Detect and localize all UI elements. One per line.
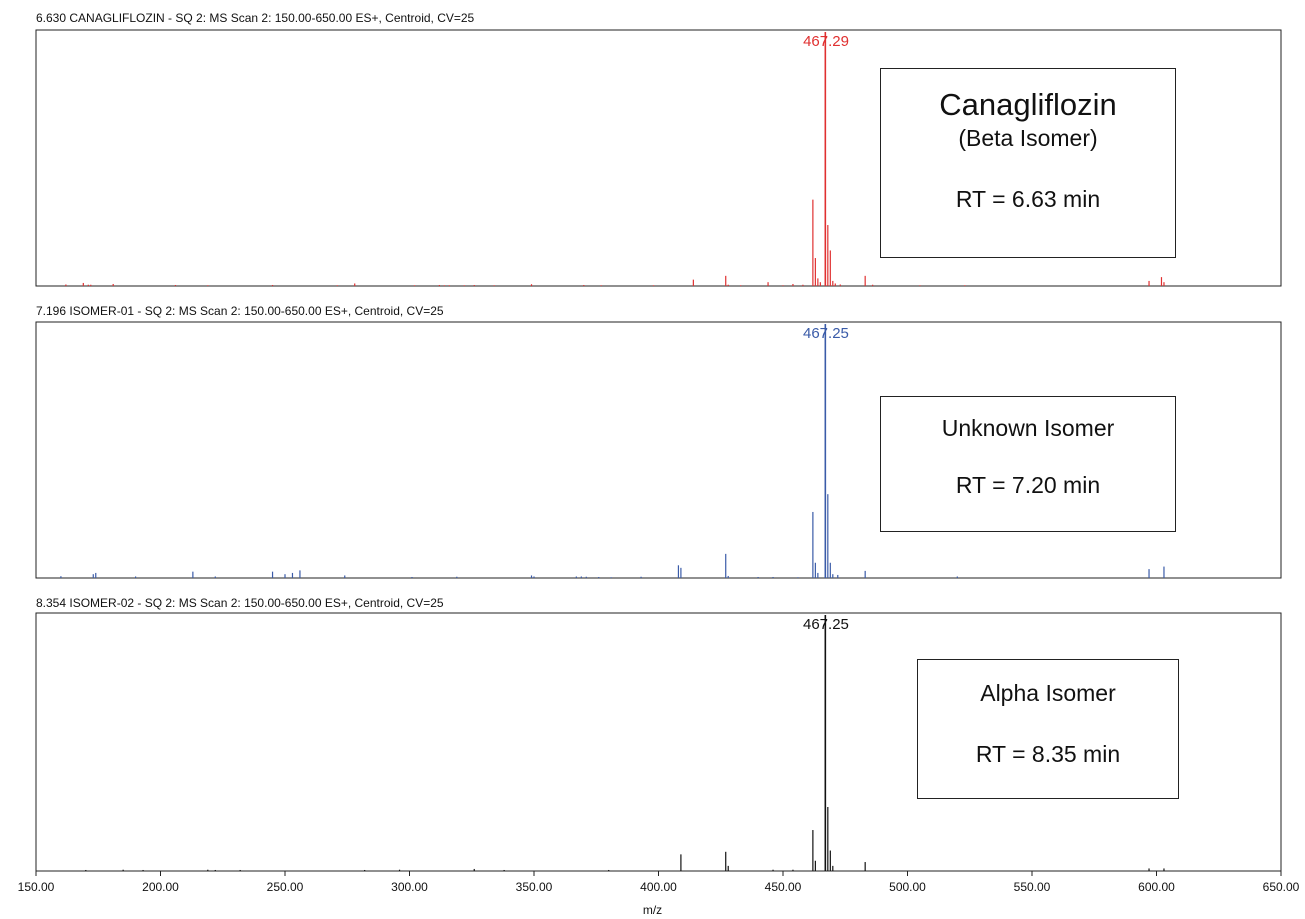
- panel-title-isomer-02: 8.354 ISOMER-02 - SQ 2: MS Scan 2: 150.0…: [36, 596, 444, 610]
- x-axis-label: m/z: [642, 903, 663, 917]
- annotation-box-unknown-isomer: Unknown Isomer RT = 7.20 min: [880, 396, 1176, 532]
- x-tick-label: 450.00: [765, 880, 802, 894]
- x-tick-label: 400.00: [640, 880, 677, 894]
- x-tick-label: 500.00: [889, 880, 926, 894]
- base-peak-label: 467.25: [803, 325, 849, 342]
- x-tick-label: 150.00: [18, 880, 55, 894]
- annotation-box-alpha-isomer: Alpha Isomer RT = 8.35 min: [917, 659, 1179, 799]
- plot-frame: [35, 29, 1282, 287]
- base-peak-label: 467.29: [803, 33, 849, 50]
- x-tick-label: 550.00: [1014, 880, 1051, 894]
- annotation-compound-name: Unknown Isomer: [941, 415, 1115, 441]
- annotation-retention-time: RT = 8.35 min: [975, 741, 1121, 767]
- annotation-compound-name: Alpha Isomer: [980, 680, 1116, 706]
- x-tick-label: 200.00: [142, 880, 179, 894]
- x-tick-label: 250.00: [267, 880, 304, 894]
- x-tick-label: 300.00: [391, 880, 428, 894]
- x-tick-label: 600.00: [1138, 880, 1175, 894]
- x-tick-label: 650.00: [1263, 880, 1300, 894]
- annotation-box-canagliflozin: Canagliflozin (Beta Isomer) RT = 6.63 mi…: [880, 68, 1176, 258]
- annotation-isomer-note: (Beta Isomer): [958, 125, 1098, 151]
- panel-title-isomer-01: 7.196 ISOMER-01 - SQ 2: MS Scan 2: 150.0…: [36, 304, 444, 318]
- panel-title-canagliflozin: 6.630 CANAGLIFLOZIN - SQ 2: MS Scan 2: 1…: [36, 11, 475, 25]
- plot-frame: [35, 321, 1282, 579]
- x-tick-label: 350.00: [516, 880, 553, 894]
- base-peak-label: 467.25: [803, 616, 849, 633]
- annotation-retention-time: RT = 7.20 min: [955, 472, 1101, 498]
- annotation-retention-time: RT = 6.63 min: [955, 186, 1101, 212]
- annotation-compound-name: Canagliflozin: [939, 87, 1117, 122]
